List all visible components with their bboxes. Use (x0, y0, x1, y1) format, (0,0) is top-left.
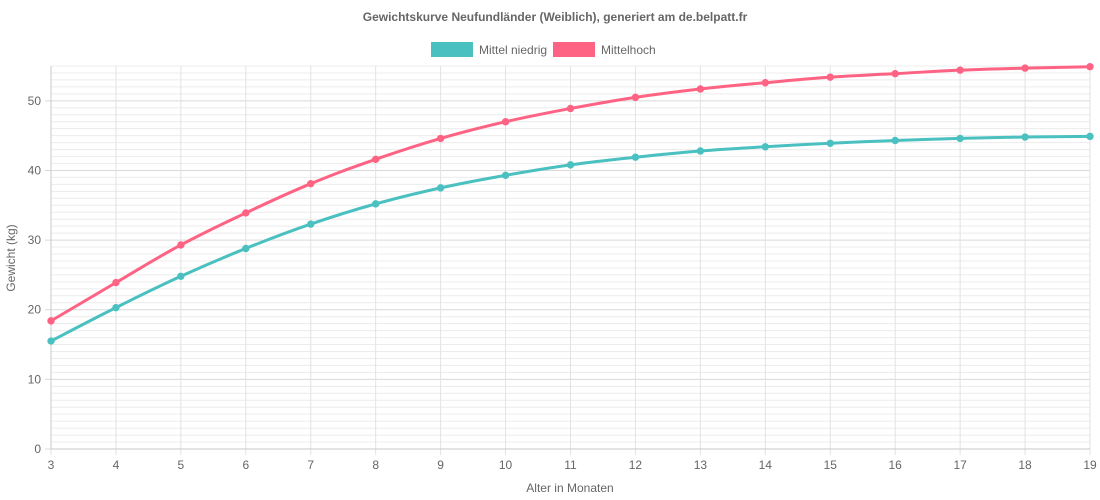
data-point[interactable] (1021, 64, 1029, 72)
x-tick-label: 18 (1018, 458, 1032, 472)
y-tick-label: 30 (28, 233, 42, 247)
data-point[interactable] (566, 104, 575, 113)
x-tick-label: 14 (759, 458, 773, 472)
legend-item-2[interactable]: Mittelhoch (553, 42, 656, 57)
y-tick-label: 40 (28, 163, 42, 177)
series-2 (47, 62, 1094, 325)
data-point[interactable] (826, 73, 834, 81)
chart-title: Gewichtskurve Neufundländer (Weiblich), … (363, 10, 748, 24)
x-tick-label: 16 (889, 458, 903, 472)
x-tick-label: 12 (629, 458, 643, 472)
legend-swatch (553, 42, 595, 57)
x-tick-label: 9 (437, 458, 444, 472)
y-tick-label: 50 (28, 94, 42, 108)
x-tick-label: 6 (242, 458, 249, 472)
x-tick-label: 11 (564, 458, 577, 472)
data-point[interactable] (891, 69, 899, 78)
data-point[interactable] (631, 93, 640, 102)
x-tick-label: 19 (1083, 458, 1097, 472)
data-point[interactable] (501, 171, 510, 180)
x-tick-label: 17 (953, 458, 967, 472)
x-tick-label: 13 (694, 458, 708, 472)
data-point[interactable] (307, 179, 315, 188)
data-point[interactable] (242, 244, 250, 253)
data-point[interactable] (761, 79, 770, 87)
data-point[interactable] (566, 161, 575, 169)
axes: 0 10 20 30 40 50 3 4 5 6 7 8 9 10 11 12 13 14 15 16 17 18 19 (28, 66, 1097, 472)
series-layer (47, 62, 1094, 345)
data-point[interactable] (501, 118, 510, 126)
x-tick-label: 8 (372, 458, 379, 472)
x-tick-label: 10 (499, 458, 513, 472)
data-point[interactable] (631, 153, 640, 161)
data-point[interactable] (696, 147, 705, 155)
data-point[interactable] (1086, 132, 1094, 141)
y-tick-label: 10 (28, 372, 42, 386)
data-point[interactable] (696, 85, 705, 93)
legend-swatch (431, 42, 473, 57)
x-tick-label: 5 (178, 458, 185, 472)
x-axis-title: Alter in Monaten (526, 481, 613, 495)
data-point[interactable] (112, 278, 120, 287)
y-axis-title: Gewicht (kg) (4, 224, 18, 291)
grid (45, 65, 1091, 455)
data-point[interactable] (177, 241, 185, 249)
data-point[interactable] (47, 337, 55, 345)
data-point[interactable] (47, 317, 55, 325)
data-point[interactable] (956, 66, 964, 74)
data-point[interactable] (307, 220, 315, 228)
x-tick-label: 7 (307, 458, 314, 472)
data-point[interactable] (1021, 133, 1029, 141)
data-point[interactable] (436, 134, 445, 143)
y-tick-label: 20 (28, 303, 42, 317)
data-point[interactable] (1086, 62, 1094, 71)
legend[interactable]: Mittel niedrig Mittelhoch (431, 42, 656, 57)
data-point[interactable] (956, 134, 964, 143)
series-1 (47, 132, 1094, 345)
x-tick-label: 15 (824, 458, 838, 472)
data-point[interactable] (371, 200, 380, 208)
data-point[interactable] (436, 184, 445, 192)
x-tick-label: 4 (113, 458, 120, 472)
legend-label: Mittel niedrig (479, 43, 547, 57)
data-point[interactable] (112, 303, 120, 312)
data-point[interactable] (177, 272, 185, 281)
legend-item-1[interactable]: Mittel niedrig (431, 42, 547, 57)
data-point[interactable] (371, 155, 380, 164)
data-point[interactable] (242, 209, 250, 217)
data-point[interactable] (761, 143, 770, 151)
legend-label: Mittelhoch (601, 43, 656, 57)
y-tick-label: 0 (34, 442, 41, 456)
x-tick-label: 3 (48, 458, 55, 472)
data-point[interactable] (826, 139, 834, 147)
data-point[interactable] (891, 136, 899, 145)
